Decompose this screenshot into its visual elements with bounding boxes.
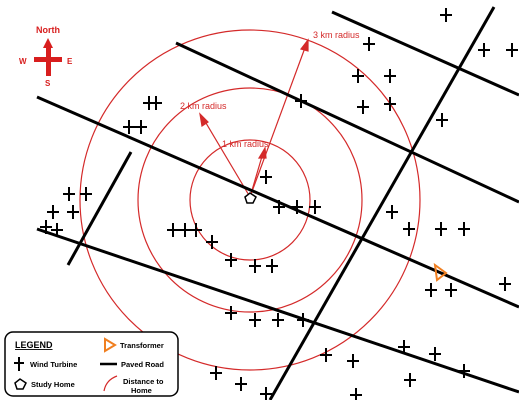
wind-turbine xyxy=(347,354,359,368)
wind-turbine xyxy=(429,347,441,361)
wind-turbine xyxy=(210,366,222,380)
wind-turbine xyxy=(458,222,470,236)
wind-turbine xyxy=(404,373,416,387)
compass-north-label: North xyxy=(36,25,60,35)
ring-3km xyxy=(79,29,421,371)
wind-turbine xyxy=(458,364,470,378)
wind-turbine xyxy=(435,222,447,236)
ring-2km xyxy=(137,87,363,313)
compass-east-label: E xyxy=(67,57,73,66)
legend-turbine-label: Wind Turbine xyxy=(30,360,77,369)
wind-turbine xyxy=(398,340,410,354)
wind-turbine xyxy=(295,94,307,108)
wind-turbine xyxy=(47,205,59,219)
legend-road-label: Paved Road xyxy=(121,360,164,369)
wind-turbine xyxy=(249,313,261,327)
wind-turbine xyxy=(506,43,518,57)
compass-south-label: S xyxy=(45,79,51,88)
arrow-3km-head xyxy=(299,38,309,52)
road-ne-top xyxy=(331,10,519,97)
wind-turbine xyxy=(123,120,135,134)
wind-turbine xyxy=(225,306,237,320)
wind-turbine xyxy=(384,69,396,83)
wind-turbine xyxy=(440,8,452,22)
wind-turbine xyxy=(80,187,92,201)
wind-turbine xyxy=(445,283,457,297)
wind-turbine xyxy=(235,377,247,391)
wind-turbine xyxy=(436,113,448,127)
wind-turbine xyxy=(403,222,415,236)
wind-turbine xyxy=(51,223,63,237)
legend-home-label: Study Home xyxy=(31,380,75,389)
wind-turbine xyxy=(249,259,261,273)
wind-turbines xyxy=(40,8,518,400)
legend-transformer-label: Transformer xyxy=(120,341,164,350)
arrow-2km xyxy=(202,117,251,198)
legend-box xyxy=(4,331,179,397)
study-home-icon xyxy=(244,192,257,204)
wind-turbine xyxy=(499,277,511,291)
wind-turbine xyxy=(63,187,75,201)
legend-home-icon xyxy=(14,378,27,390)
wind-turbine xyxy=(273,200,285,214)
wind-turbine xyxy=(297,313,309,327)
road-nw-se-lower xyxy=(36,227,519,394)
wind-turbine xyxy=(266,259,278,273)
compass-rose: North W E S xyxy=(19,25,73,88)
road-short-west xyxy=(66,151,133,266)
wind-turbine xyxy=(357,100,369,114)
legend-distance-icon xyxy=(103,375,118,392)
legend-transformer-icon xyxy=(104,337,117,353)
wind-turbine xyxy=(190,223,202,237)
road-ne-long xyxy=(268,6,496,400)
wind-turbine xyxy=(386,205,398,219)
wind-turbine xyxy=(225,253,237,267)
distance-rings xyxy=(79,29,421,371)
wind-turbine xyxy=(291,200,303,214)
wind-turbine xyxy=(320,348,332,362)
legend: LEGEND Wind Turbine Study Home Transform… xyxy=(4,331,179,397)
label-3km-radius: 3 km radius xyxy=(313,30,360,40)
wind-turbine xyxy=(352,69,364,83)
legend-distance-label-1: Distance to xyxy=(123,377,164,386)
arrow-3km xyxy=(249,44,307,198)
arrow-2km-head xyxy=(199,112,209,128)
road-nw-se-upper xyxy=(175,41,519,204)
wind-turbine xyxy=(309,200,321,214)
wind-turbine xyxy=(425,283,437,297)
wind-turbine xyxy=(40,220,52,234)
legend-distance-label-2: Home xyxy=(131,386,152,395)
ring-1km xyxy=(189,139,311,261)
arrow-1km-head xyxy=(257,146,267,159)
label-1km-radius: 1 km radius xyxy=(222,139,269,149)
wind-turbine xyxy=(350,388,362,400)
wind-turbine xyxy=(384,97,396,111)
wind-turbine xyxy=(167,223,179,237)
transformer-icon xyxy=(433,262,448,282)
compass-horizontal-bar xyxy=(34,57,62,62)
compass-west-label: W xyxy=(19,57,27,66)
north-arrow-icon xyxy=(43,38,53,48)
label-2km-radius: 2 km radius xyxy=(180,101,227,111)
legend-turbine-icon xyxy=(14,357,24,371)
wind-turbine xyxy=(260,170,272,184)
wind-turbine xyxy=(260,387,272,400)
wind-turbine xyxy=(272,313,284,327)
wind-turbine xyxy=(135,120,147,134)
wind-turbine xyxy=(363,37,375,51)
legend-title: LEGEND xyxy=(15,340,53,350)
wind-turbine xyxy=(179,223,191,237)
radius-arrows xyxy=(199,38,309,198)
wind-turbine xyxy=(67,205,79,219)
wind-turbine xyxy=(206,235,218,249)
wind-turbine xyxy=(478,43,490,57)
wind-turbine xyxy=(150,96,162,110)
